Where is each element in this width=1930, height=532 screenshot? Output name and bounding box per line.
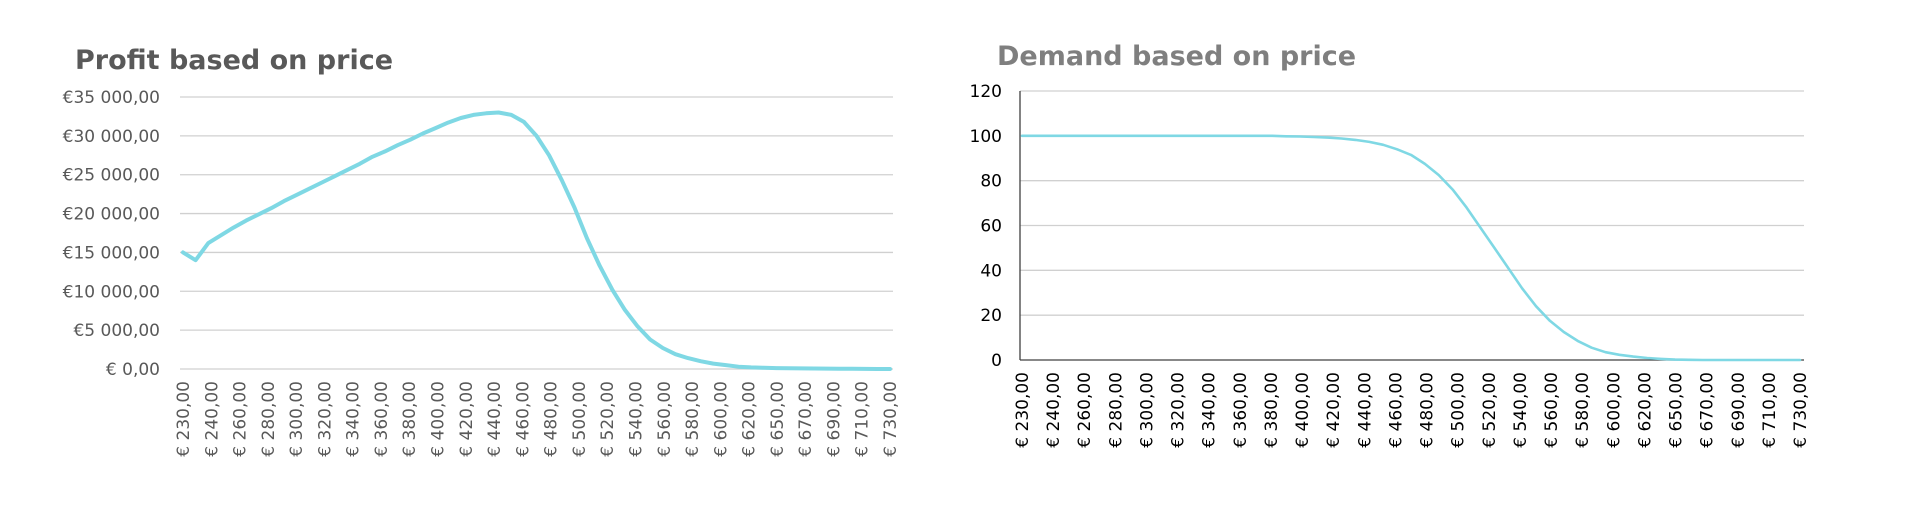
x-tick-label: € 580,00 [683, 381, 703, 457]
x-tick-label: € 710,00 [1760, 372, 1780, 448]
x-tick-label: € 670,00 [1698, 372, 1718, 448]
y-tick-label: €35 000,00 [63, 88, 160, 108]
x-tick-label: € 420,00 [1324, 372, 1344, 448]
x-tick-label: € 600,00 [1604, 372, 1624, 448]
x-tick-label: € 540,00 [626, 381, 646, 457]
x-tick-label: € 230,00 [174, 381, 194, 457]
y-tick-label: 100 [970, 127, 1002, 147]
x-tick-label: € 400,00 [429, 381, 449, 457]
x-tick-label: € 600,00 [711, 381, 731, 457]
x-tick-label: € 690,00 [824, 381, 844, 457]
x-tick-label: € 560,00 [1542, 372, 1562, 448]
x-tick-label: € 670,00 [796, 381, 816, 457]
y-tick-label: €10 000,00 [63, 282, 160, 302]
x-tick-label: € 400,00 [1293, 372, 1313, 448]
x-tick-label: € 460,00 [513, 381, 533, 457]
x-tick-label: € 730,00 [881, 381, 901, 457]
x-tick-label: € 300,00 [287, 381, 307, 457]
x-tick-label: € 460,00 [1386, 372, 1406, 448]
x-tick-label: € 320,00 [1169, 372, 1189, 448]
x-tick-label: € 240,00 [202, 381, 222, 457]
y-tick-label: 20 [980, 306, 1002, 326]
x-tick-label: € 730,00 [1791, 372, 1811, 448]
y-tick-label: 80 [980, 172, 1002, 192]
x-tick-label: € 520,00 [1480, 372, 1500, 448]
x-tick-label: € 440,00 [485, 381, 505, 457]
x-tick-label: € 320,00 [315, 381, 335, 457]
demand-plot-area: 0 20 40 60 80 100 120 € 230,00 € 240,00 € 260,00 €… [970, 82, 1811, 448]
x-tick-label: € 650,00 [768, 381, 788, 457]
profit-plot-area: € 0,00 €5 000,00 €10 000,00 €15 000,00 €20 0… [63, 88, 901, 457]
x-tick-label: € 690,00 [1729, 372, 1749, 448]
x-tick-label: € 380,00 [400, 381, 420, 457]
x-tick-label: € 340,00 [1200, 372, 1220, 448]
x-tick-label: € 560,00 [655, 381, 675, 457]
x-tick-label: € 380,00 [1262, 372, 1282, 448]
x-tick-label: € 280,00 [1106, 372, 1126, 448]
y-tick-label: 40 [980, 261, 1002, 281]
demand-chart: Demand based on price 0 20 40 60 80 100 120 € 2… [960, 0, 1930, 532]
x-tick-label: € 340,00 [344, 381, 364, 457]
x-tick-label: € 300,00 [1137, 372, 1157, 448]
y-tick-label: €20 000,00 [63, 205, 160, 225]
x-tick-label: € 240,00 [1044, 372, 1064, 448]
x-tick-label: € 260,00 [1075, 372, 1095, 448]
x-tick-label: € 230,00 [1013, 372, 1033, 448]
y-tick-label: € 0,00 [106, 360, 160, 380]
x-tick-label: € 480,00 [542, 381, 562, 457]
x-tick-label: € 520,00 [598, 381, 618, 457]
x-tick-label: € 500,00 [1449, 372, 1469, 448]
x-tick-label: € 500,00 [570, 381, 590, 457]
series-line [181, 110, 892, 371]
x-tick-label: € 260,00 [231, 381, 251, 457]
y-tick-label: €5 000,00 [73, 321, 160, 341]
y-tick-label: €25 000,00 [63, 166, 160, 186]
profit-chart: Profit based on price € 0,00 €5 000,00 €10… [0, 0, 960, 532]
x-tick-label: € 580,00 [1573, 372, 1593, 448]
x-tick-label: € 360,00 [1231, 372, 1251, 448]
y-tick-label: 120 [970, 82, 1002, 102]
x-tick-label: € 360,00 [372, 381, 392, 457]
x-tick-label: € 440,00 [1355, 372, 1375, 448]
x-tick-label: € 480,00 [1418, 372, 1438, 448]
y-tick-label: €30 000,00 [63, 127, 160, 147]
x-tick-label: € 420,00 [457, 381, 477, 457]
x-tick-label: € 620,00 [740, 381, 760, 457]
y-tick-label: 60 [980, 217, 1002, 237]
chart-title: Demand based on price [997, 41, 1357, 72]
chart-title: Profit based on price [75, 45, 394, 76]
x-tick-label: € 540,00 [1511, 372, 1531, 448]
x-tick-label: € 280,00 [259, 381, 279, 457]
x-tick-label: € 710,00 [853, 381, 873, 457]
series-line [1020, 134, 1802, 362]
x-tick-label: € 650,00 [1667, 372, 1687, 448]
x-tick-label: € 620,00 [1635, 372, 1655, 448]
y-tick-label: 0 [991, 351, 1002, 371]
y-tick-label: €15 000,00 [63, 243, 160, 263]
